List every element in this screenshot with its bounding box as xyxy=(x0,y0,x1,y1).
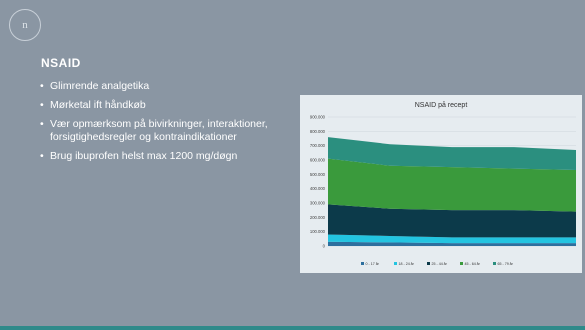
bottom-accent-bar xyxy=(0,326,585,330)
legend-swatch xyxy=(361,262,364,265)
y-tick-label: 900.000 xyxy=(310,115,326,120)
legend-label: 0 - 17 år xyxy=(366,262,380,266)
y-tick-label: 600.000 xyxy=(310,158,326,163)
y-tick-label: 300.000 xyxy=(310,201,326,206)
bullet-list: Glimrende analgetika Mørketal ift håndkø… xyxy=(40,80,285,169)
area-series-1 xyxy=(328,241,576,246)
y-tick-label: 0 xyxy=(323,244,326,249)
area-series-4 xyxy=(328,158,576,212)
chart-container: NSAID på recept 0 100.000 200.000 300.000 40… xyxy=(300,95,582,273)
y-tick-label: 100.000 xyxy=(310,229,326,234)
bullet-item: Brug ibuprofen helst max 1200 mg/døgn xyxy=(40,150,285,163)
legend-swatch xyxy=(460,262,463,265)
legend-label: 65 - 79 år xyxy=(498,262,514,266)
legend-label: 45 - 64 år xyxy=(465,262,481,266)
bullet-item: Glimrende analgetika xyxy=(40,80,285,93)
y-tick-label: 200.000 xyxy=(310,215,326,220)
y-tick-label: 700.000 xyxy=(310,143,326,148)
area-series-5 xyxy=(328,137,576,171)
legend-swatch xyxy=(394,262,397,265)
slide-title: NSAID xyxy=(41,56,81,70)
y-tick-label: 500.000 xyxy=(310,172,326,177)
chart-title: NSAID på recept xyxy=(415,101,468,109)
y-tick-label: 800.000 xyxy=(310,129,326,134)
bullet-item: Vær opmærksom på bivirkninger, interakti… xyxy=(40,118,285,144)
bullet-item: Mørketal ift håndkøb xyxy=(40,99,285,112)
y-tick-label: 400.000 xyxy=(310,186,326,191)
legend-swatch xyxy=(493,262,496,265)
logo-icon: n xyxy=(9,9,41,41)
legend-label: 18 - 24 år xyxy=(399,262,415,266)
legend-label: 25 - 44 år xyxy=(432,262,448,266)
area-series-2 xyxy=(328,234,576,244)
stacked-area-chart: NSAID på recept 0 100.000 200.000 300.000 40… xyxy=(310,101,576,266)
legend-swatch xyxy=(427,262,430,265)
area-series-3 xyxy=(328,204,576,238)
